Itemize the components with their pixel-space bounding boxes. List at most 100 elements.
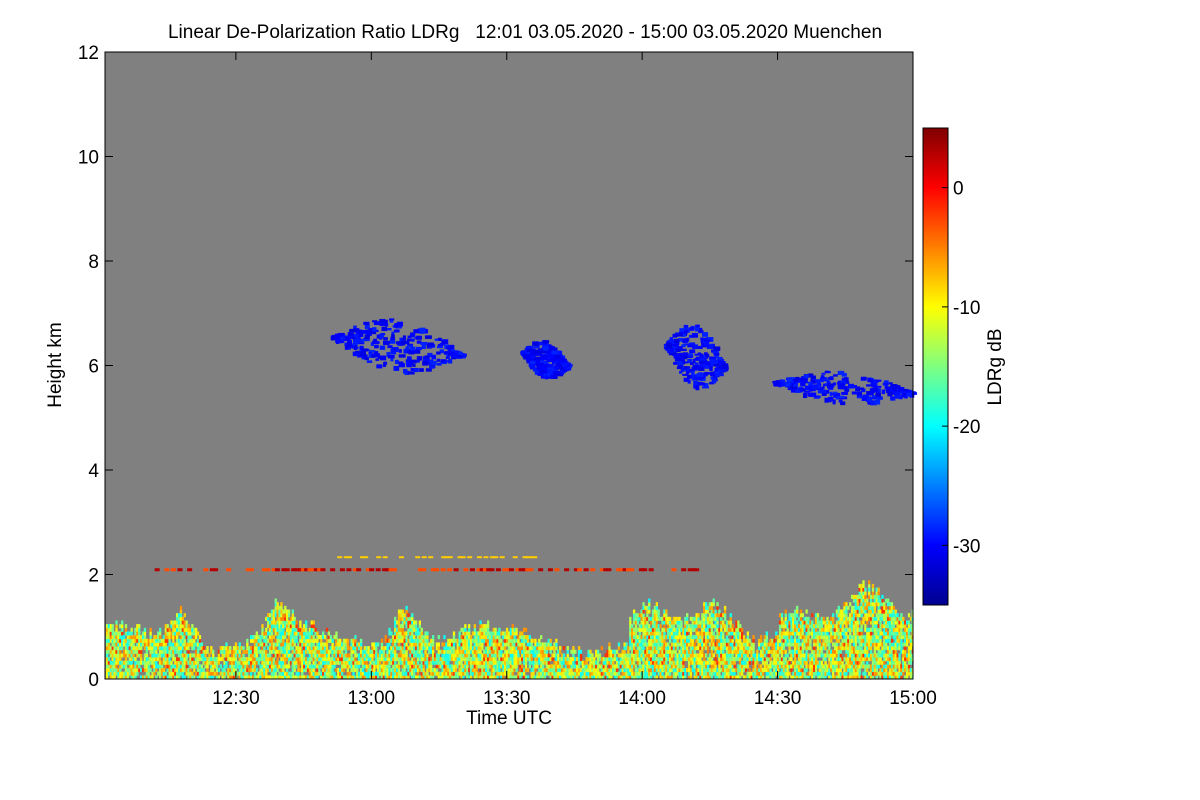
ldr-cell	[162, 675, 166, 680]
ldr-cell	[595, 668, 598, 673]
ldr-cell	[382, 646, 385, 651]
ldr-cell	[325, 627, 329, 632]
ldr-cell	[202, 646, 205, 651]
ldr-cell	[113, 664, 116, 669]
ldr-cell	[297, 642, 300, 647]
ldr-cell	[517, 660, 520, 665]
ldr-cell	[282, 675, 285, 680]
ldr-cell	[172, 649, 175, 654]
ldr-cell	[632, 642, 636, 647]
ldr-cell	[572, 646, 575, 651]
ldr-cell	[181, 624, 185, 629]
ldr-cell	[160, 668, 164, 673]
ldr-cell	[253, 638, 257, 643]
ldr-cell	[509, 627, 513, 632]
ldr-cell	[350, 642, 353, 647]
ldr-cell	[365, 664, 368, 669]
ldr-cell	[289, 646, 293, 651]
ldr-cell	[646, 646, 649, 651]
ldr-cell	[485, 671, 488, 676]
ldr-cell	[454, 671, 458, 676]
ldr-cell	[126, 671, 130, 676]
ldr-cell	[172, 675, 175, 680]
ldr-cell	[602, 664, 605, 669]
ldr-cell	[778, 627, 782, 632]
ldr-cell	[593, 668, 596, 673]
ldr-cell	[350, 675, 353, 680]
ldr-cell	[397, 631, 401, 636]
ldr-cell	[174, 671, 177, 676]
ldr-cell	[145, 649, 149, 654]
ldr-cell	[481, 660, 484, 665]
ldr-cell	[179, 642, 183, 647]
ldr-cell	[130, 664, 133, 669]
ldr-cell	[267, 624, 270, 629]
ldr-cell	[612, 653, 615, 658]
ldr-cell	[585, 668, 588, 673]
ldr-cell	[441, 668, 444, 673]
ldr-cell	[473, 653, 476, 658]
ldr-cell	[695, 627, 698, 632]
ldr-cell	[661, 638, 664, 643]
ldr-cell	[395, 657, 399, 662]
ldr-cell	[179, 657, 183, 662]
ldr-cell	[765, 635, 768, 640]
ldr-cell	[164, 653, 167, 658]
ldr-cell	[638, 653, 641, 658]
ldr-cell	[177, 642, 181, 647]
ldr-cell	[560, 671, 564, 676]
ldr-cell	[314, 657, 317, 662]
ldr-cell	[166, 653, 169, 658]
ldr-cell	[640, 616, 643, 621]
ldr-cell	[109, 660, 112, 665]
ldr-cell	[350, 653, 353, 658]
ldr-cell	[119, 671, 122, 676]
ldr-cell	[488, 657, 492, 662]
ldr-cell	[496, 638, 499, 643]
ldr-cell	[462, 642, 465, 647]
ldr-cell	[280, 675, 283, 680]
ldr-cell	[680, 624, 683, 629]
ldr-cell	[568, 664, 571, 669]
ldr-cell	[424, 642, 427, 647]
ldr-cell	[157, 664, 160, 669]
ldr-cell	[511, 649, 514, 654]
ldr-cell	[105, 653, 109, 658]
ldr-cell	[547, 668, 550, 673]
ldr-cell	[464, 653, 467, 658]
ldr-cell	[629, 620, 632, 625]
ldr-cell	[342, 664, 346, 669]
ldr-cell	[591, 657, 594, 662]
ldr-cell	[185, 657, 188, 662]
ldr-cell	[181, 631, 185, 636]
ldr-cell	[394, 660, 397, 665]
ldr-cell	[170, 664, 173, 669]
ldr-cell	[329, 638, 332, 643]
ldr-cell	[411, 638, 414, 643]
ldr-cell	[729, 613, 732, 618]
ldr-cell	[784, 613, 787, 618]
ldr-cell	[327, 635, 331, 640]
ldr-cell	[655, 664, 658, 669]
ldr-cell	[303, 627, 306, 632]
ldr-cell	[115, 631, 118, 636]
ldr-cell	[149, 646, 152, 651]
ldr-cell	[674, 671, 677, 676]
ldr-cell	[562, 660, 566, 665]
ldr-cell	[272, 624, 276, 629]
ldr-cell	[331, 668, 334, 673]
ldr-cell	[682, 664, 685, 669]
ldr-cell	[261, 668, 264, 673]
ldr-cell	[306, 631, 310, 636]
ldr-cell	[407, 616, 410, 621]
ldr-cell	[272, 668, 276, 673]
ldr-cell	[435, 642, 439, 647]
ldr-cell	[832, 671, 835, 676]
ldr-cell	[359, 649, 363, 654]
ldr-cell	[145, 657, 149, 662]
ldr-cell	[538, 671, 541, 676]
ldr-cell	[107, 668, 111, 673]
ldr-cell	[168, 668, 171, 673]
ldr-cell	[566, 668, 569, 673]
ldr-cell	[475, 642, 478, 647]
